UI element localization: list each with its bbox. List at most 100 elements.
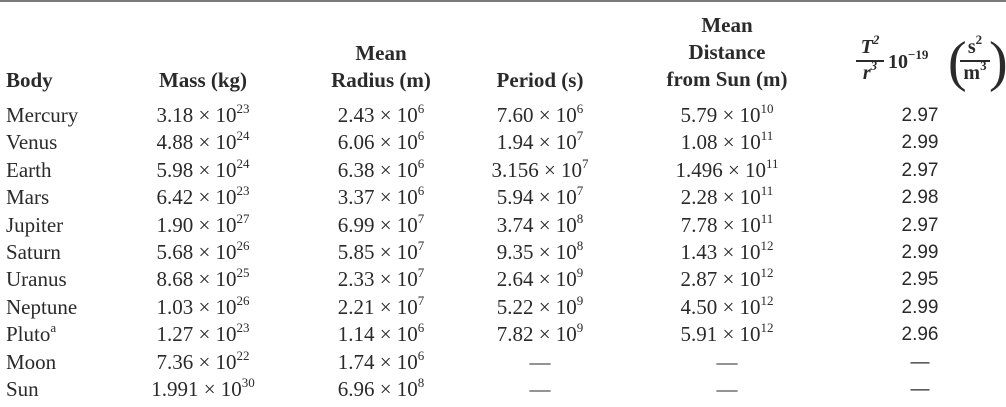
cell-distance: 7.78 × 1011	[680, 210, 774, 237]
cell-body: Venus	[6, 130, 58, 155]
cell-radius: 6.38 × 106	[337, 155, 425, 182]
ratio-factor: 10−19	[888, 47, 929, 73]
cell-radius: 6.99 × 107	[337, 210, 425, 237]
header-distance-line3: from Sun (m)	[666, 67, 788, 91]
header-radius-line2: Radius (m)	[331, 68, 431, 92]
cell-ratio: 2.98	[901, 187, 939, 209]
cell-body: Jupiter	[6, 212, 64, 237]
unit-den-exp: 3	[980, 57, 987, 73]
ratio-num: T	[860, 36, 873, 58]
cell-period: 5.94 × 107	[496, 183, 584, 210]
cell-period: —	[529, 349, 551, 374]
cell-period: 5.22 × 109	[496, 292, 584, 319]
table-row: Uranus 8.68 × 1025 2.33 × 107 2.64 × 109 2.8…	[0, 265, 1006, 293]
cell-period: 9.35 × 108	[496, 238, 584, 264]
header-radius: Mean Radius (m)	[318, 40, 444, 94]
header-ratio-fraction: T2 r3	[856, 32, 884, 86]
cell-body: Plutoa	[6, 320, 57, 347]
table-row: Sun 1.991 × 1030 6.96 × 108 — — —	[0, 375, 1006, 403]
cell-ratio: 2.99	[901, 242, 939, 263]
cell-ratio: 2.95	[901, 269, 939, 291]
ratio-den-exp: 3	[870, 57, 878, 73]
unit-den: m	[963, 61, 981, 84]
cell-ratio: —	[910, 379, 930, 400]
cell-mass: 5.68 × 1026	[156, 238, 250, 264]
cell-period: 3.156 × 107	[491, 155, 589, 182]
table-row: Neptune 1.03 × 1026 2.21 × 107 5.22 × 109 4.…	[0, 292, 1006, 321]
cell-body: Neptune	[6, 294, 78, 319]
cell-body: Mars	[6, 185, 50, 210]
cell-body: Mercury	[6, 103, 79, 127]
cell-body: Uranus	[6, 267, 67, 292]
cell-body: Earth	[6, 157, 52, 182]
cell-distance: 1.08 × 1011	[680, 128, 774, 155]
cell-radius: 1.14 × 106	[337, 320, 425, 347]
cell-mass: 5.98 × 1024	[156, 155, 250, 182]
cell-distance: 1.43 × 1012	[680, 238, 774, 264]
cell-period: 7.60 × 106	[496, 101, 584, 127]
cell-ratio: 2.99	[901, 296, 939, 318]
table-row: Saturn 5.68 × 1026 5.85 × 107 9.35 × 108 1.4…	[0, 238, 1006, 266]
ratio-num-exp: 2	[872, 32, 880, 47]
header-body: Body	[6, 68, 53, 92]
cell-mass: 7.36 × 1022	[156, 347, 250, 374]
cell-body: Moon	[6, 349, 57, 374]
cell-radius: 2.33 × 107	[337, 265, 425, 292]
table-row: Moon 7.36 × 1022 1.74 × 106 — — —	[0, 347, 1006, 376]
cell-distance: 5.79 × 1010	[680, 101, 774, 127]
cell-radius: 1.74 × 106	[337, 347, 425, 374]
table-row: Earth 5.98 × 1024 6.38 × 106 3.156 × 107 1.4…	[0, 155, 1006, 184]
cell-body: Sun	[6, 377, 39, 401]
table-row: Mars 6.42 × 1023 3.37 × 106 5.94 × 107 2.28 …	[0, 183, 1006, 211]
table-row: Venus 4.88 × 1024 6.06 × 106 1.94 × 107 1.08…	[0, 128, 1006, 156]
header-ratio-unit: s2 m3	[960, 32, 990, 86]
table-row: Jupiter 1.90 × 1027 6.99 × 107 3.74 × 108 7.…	[0, 210, 1006, 239]
cell-mass: 8.68 × 1025	[156, 265, 250, 292]
cell-radius: 5.85 × 107	[337, 238, 425, 264]
header-distance: Mean Distance from Sun (m)	[650, 12, 804, 93]
header-radius-line1: Mean	[355, 41, 407, 65]
header-period: Period (s)	[496, 68, 584, 92]
cell-period: 2.64 × 109	[496, 265, 584, 292]
cell-ratio: 2.97	[901, 105, 939, 126]
cell-ratio: 2.97	[901, 214, 939, 236]
right-paren: )	[989, 31, 1006, 93]
cell-body: Saturn	[6, 240, 61, 264]
cell-radius: 2.43 × 106	[337, 101, 425, 127]
cell-mass: 1.03 × 1026	[156, 292, 250, 319]
header-ratio: T2 r3 10−19 ( s2 m3 )	[848, 31, 1006, 100]
cell-radius: 3.37 × 106	[337, 183, 425, 210]
header-distance-line1: Mean	[701, 13, 753, 37]
header-mass: Mass (kg)	[158, 68, 248, 92]
cell-mass: 3.18 × 1023	[156, 101, 250, 127]
cell-period: —	[529, 377, 551, 401]
unit-num: s	[967, 36, 976, 58]
cell-mass: 1.991 × 1030	[151, 375, 255, 401]
cell-period: 7.82 × 109	[496, 320, 584, 347]
unit-num-exp: 2	[975, 32, 983, 47]
cell-period: 1.94 × 107	[496, 128, 584, 155]
cell-mass: 1.90 × 1027	[156, 210, 250, 237]
cell-mass: 6.42 × 1023	[156, 183, 250, 210]
unit-fraction-bar	[960, 60, 990, 62]
cell-ratio: 2.96	[901, 324, 939, 346]
cell-mass: 1.27 × 1023	[156, 320, 250, 347]
cell-distance: 4.50 × 1012	[680, 292, 774, 319]
cell-distance: 1.496 × 1011	[675, 155, 779, 182]
cell-distance: —	[716, 349, 738, 374]
cell-distance: 5.91 × 1012	[680, 320, 774, 347]
ratio-den: r	[862, 61, 871, 84]
header-distance-line2: Distance	[688, 40, 766, 64]
cell-distance: 2.28 × 1011	[680, 183, 774, 210]
cell-distance: 2.87 × 1012	[680, 265, 774, 292]
table-row: Mercury 3.18 × 1023 2.43 × 106 7.60 × 106 5.…	[0, 101, 1006, 129]
cell-period: 3.74 × 108	[496, 210, 584, 237]
ratio-fraction-bar	[856, 60, 884, 62]
top-rule	[0, 0, 1006, 2]
left-paren: (	[948, 31, 967, 93]
cell-mass: 4.88 × 1024	[156, 128, 250, 155]
cell-ratio: 2.97	[901, 159, 939, 181]
cell-distance: —	[716, 377, 738, 401]
cell-radius: 6.06 × 106	[337, 128, 425, 155]
cell-ratio: 2.99	[901, 132, 939, 154]
